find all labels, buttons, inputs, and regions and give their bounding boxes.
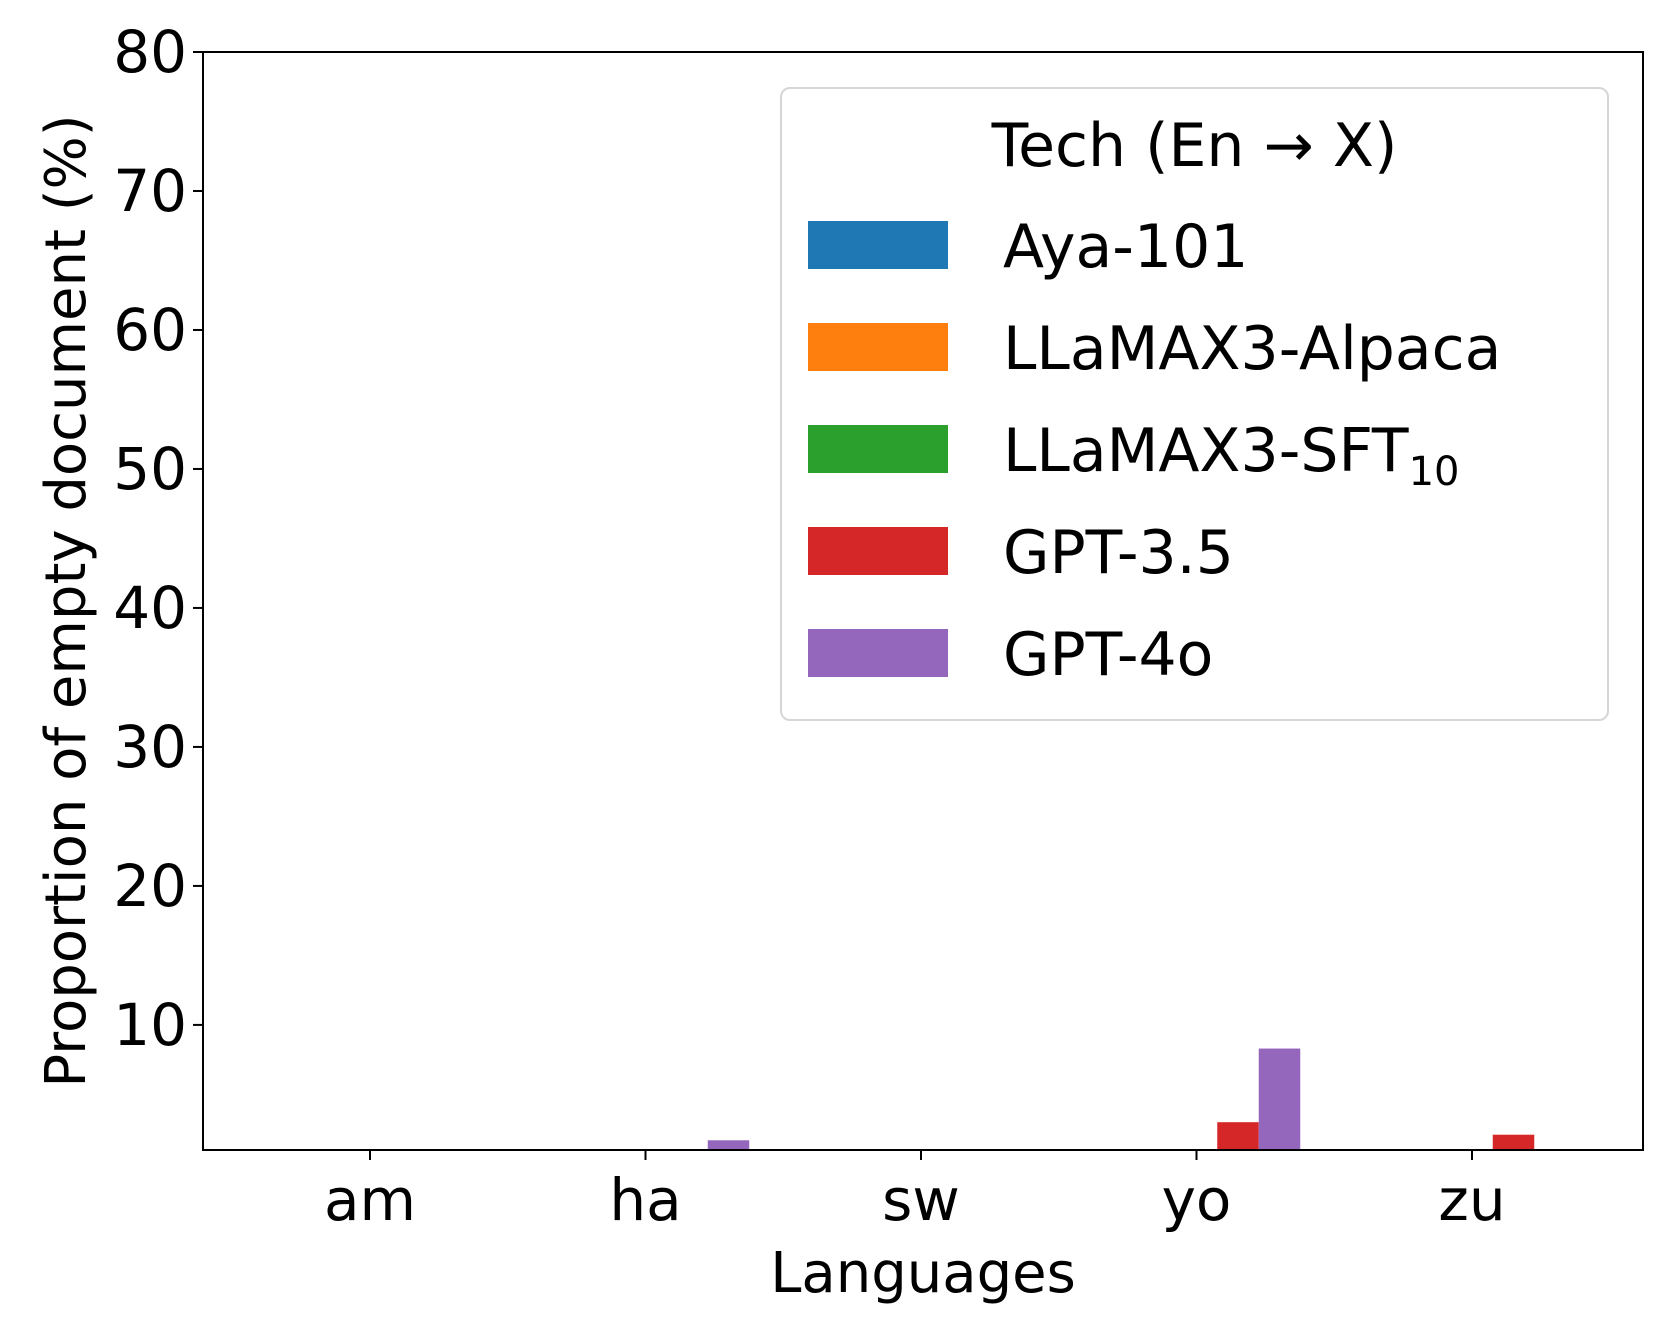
legend-label: GPT-4o (1003, 620, 1213, 690)
legend-label-text: LLaMAX3-Alpaca (1003, 314, 1501, 384)
legend-box (780, 87, 1609, 721)
x-ticks-group: am ha sw yo zu (324, 1150, 1506, 1234)
y-tick-label: 70 (113, 157, 187, 225)
y-tick-label: 30 (113, 713, 187, 781)
legend-label-text: LLaMAX3-SFT (1003, 416, 1409, 486)
legend-label: LLaMAX3-SFT10 (1003, 416, 1459, 495)
x-tick-label-zu: zu (1438, 1166, 1505, 1234)
legend-label-subscript: 10 (1409, 449, 1460, 495)
x-tick-label-am: am (324, 1166, 416, 1234)
y-tick-label: 40 (113, 574, 187, 642)
y-ticks-group: 10 20 30 40 50 60 70 80 (113, 18, 203, 1059)
bar-gpt-3-5-zu (1492, 1134, 1535, 1150)
legend-swatch (808, 629, 948, 677)
bar-gpt-4o-ha (707, 1140, 750, 1150)
bars-group (707, 1048, 1535, 1150)
legend-label-text: GPT-4o (1003, 620, 1213, 690)
legend-title: Tech (En → X) (991, 111, 1398, 181)
plot-frame (202, 51, 1644, 1151)
y-tick-label: 20 (113, 852, 187, 920)
bar-gpt-4o-yo (1258, 1048, 1301, 1150)
legend-swatch (808, 527, 948, 575)
y-tick-label: 50 (113, 435, 187, 503)
legend-label: LLaMAX3-Alpaca (1003, 314, 1501, 384)
x-tick-label-sw: sw (882, 1166, 960, 1234)
legend-label-text: Aya-101 (1003, 212, 1248, 282)
legend-label-text: GPT-3.5 (1003, 518, 1234, 588)
y-tick-label: 10 (113, 991, 187, 1059)
legend-swatch (808, 323, 948, 371)
y-tick-label: 80 (113, 18, 187, 86)
y-axis-label: Proportion of empty document (%) (34, 114, 99, 1087)
x-tick-label-ha: ha (609, 1166, 681, 1234)
legend: Tech (En → X) Aya-101 LLaMAX3-Alpaca LLaMA… (780, 87, 1609, 721)
x-axis-label: Languages (770, 1241, 1076, 1306)
legend-swatch (808, 425, 948, 473)
bar-gpt-3-5-yo (1217, 1122, 1259, 1150)
legend-label: Aya-101 (1003, 212, 1248, 282)
legend-items: Aya-101 LLaMAX3-Alpaca LLaMAX3-SFT10 GPT-3.… (808, 212, 1501, 690)
y-tick-label: 60 (113, 296, 187, 364)
legend-swatch (808, 221, 948, 269)
legend-label: GPT-3.5 (1003, 518, 1234, 588)
x-tick-label-yo: yo (1162, 1166, 1232, 1234)
